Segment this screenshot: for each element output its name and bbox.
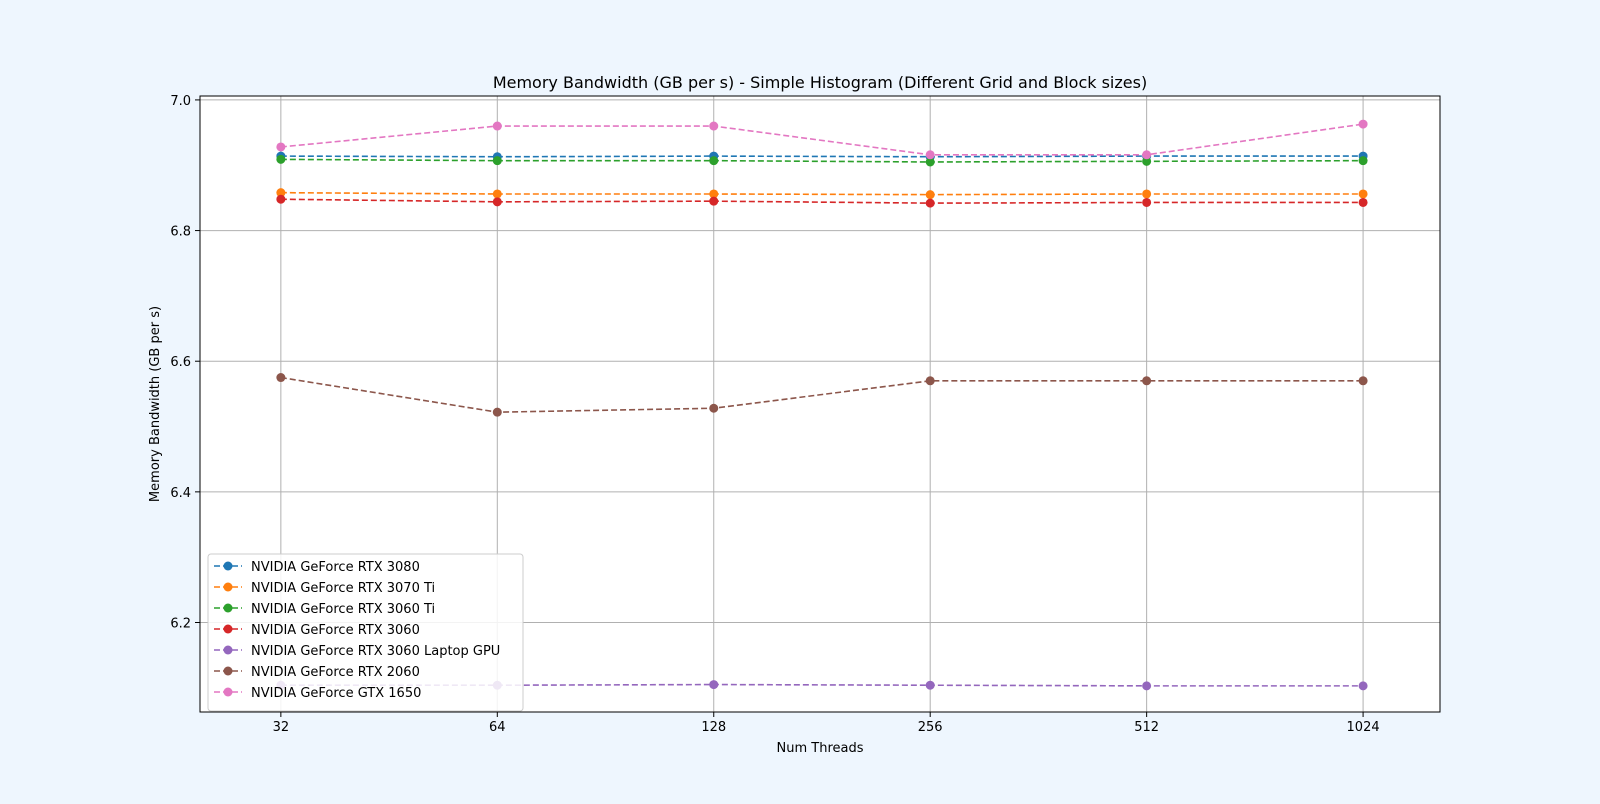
- legend-item: NVIDIA GeForce RTX 2060: [214, 665, 420, 680]
- y-tick-label: 6.4: [170, 486, 191, 501]
- series-line: [280, 123, 1364, 156]
- legend-label: NVIDIA GeForce RTX 3060: [251, 623, 420, 638]
- legend-item: NVIDIA GeForce RTX 3060 Ti: [214, 602, 435, 617]
- x-tick-label: 128: [701, 720, 726, 735]
- series-line: [280, 198, 1364, 204]
- legend-item: NVIDIA GeForce RTX 3060: [214, 623, 420, 638]
- legend-item: NVIDIA GeForce RTX 3080: [214, 560, 420, 575]
- data-point: [492, 407, 502, 417]
- data-point: [492, 121, 502, 131]
- data-point: [1358, 681, 1368, 691]
- legend-label: NVIDIA GeForce RTX 2060: [251, 665, 420, 680]
- legend-label: NVIDIA GeForce RTX 3060 Laptop GPU: [251, 644, 500, 659]
- legend-marker: [223, 687, 233, 697]
- data-point: [1358, 189, 1368, 199]
- tick-layer: 32 64 128 256 512 1024 6.2 6.4 6.6 6.8 7.0: [170, 94, 1379, 735]
- data-point: [925, 157, 935, 167]
- legend: NVIDIA GeForce RTX 3080 NVIDIA GeForce RT…: [207, 553, 524, 712]
- y-tick-label: 6.8: [170, 225, 191, 240]
- data-point: [709, 680, 719, 690]
- data-point: [1142, 197, 1152, 207]
- series-line: [280, 191, 1364, 196]
- data-point: [709, 403, 719, 413]
- data-point: [925, 376, 935, 386]
- data-point: [709, 121, 719, 131]
- x-axis-label: Num Threads: [777, 741, 864, 756]
- legend-marker: [223, 624, 233, 634]
- data-point: [276, 373, 286, 383]
- data-point: [925, 190, 935, 200]
- data-point: [276, 154, 286, 164]
- legend-marker: [223, 645, 233, 655]
- y-tick-label: 7.0: [170, 94, 191, 109]
- series-2: [276, 188, 1368, 200]
- legend-box: [207, 553, 524, 712]
- data-point: [276, 188, 286, 198]
- data-point: [1142, 156, 1152, 166]
- x-tick-label: 64: [489, 720, 506, 735]
- series-4: [276, 194, 1368, 208]
- legend-item: NVIDIA GeForce RTX 3060 Laptop GPU: [214, 644, 500, 659]
- series-line: [280, 155, 1364, 158]
- x-tick-label: 512: [1134, 720, 1159, 735]
- y-tick-label: 6.6: [170, 355, 191, 370]
- legend-marker: [223, 582, 233, 592]
- data-point: [1142, 681, 1152, 691]
- series-7: [276, 119, 1368, 160]
- data-point: [1142, 376, 1152, 386]
- data-point: [709, 196, 719, 206]
- x-tick-label: 256: [918, 720, 943, 735]
- series-3: [276, 154, 1368, 167]
- data-point: [1358, 119, 1368, 129]
- plot-frame: [199, 95, 1441, 713]
- data-point: [1142, 189, 1152, 199]
- x-tick-label: 1024: [1347, 720, 1380, 735]
- data-point: [925, 150, 935, 160]
- data-point: [492, 156, 502, 166]
- legend-marker: [223, 561, 233, 571]
- data-point: [925, 198, 935, 208]
- legend-marker: [223, 603, 233, 613]
- data-point: [1142, 150, 1152, 160]
- data-point: [276, 142, 286, 152]
- chart-title: Memory Bandwidth (GB per s) - Simple His…: [493, 73, 1147, 92]
- legend-marker: [223, 666, 233, 676]
- data-point: [492, 197, 502, 207]
- series-line: [280, 158, 1364, 163]
- data-point: [1358, 156, 1368, 166]
- legend-label: NVIDIA GeForce RTX 3070 Ti: [251, 581, 435, 596]
- legend-label: NVIDIA GeForce RTX 3060 Ti: [251, 602, 435, 617]
- data-point: [709, 156, 719, 166]
- data-point: [925, 680, 935, 690]
- series-6: [276, 373, 1368, 417]
- data-point: [1358, 376, 1368, 386]
- legend-label: NVIDIA GeForce RTX 3080: [251, 560, 420, 575]
- series-line: [280, 376, 1364, 413]
- x-tick-label: 32: [273, 720, 290, 735]
- y-tick-label: 6.2: [170, 617, 191, 632]
- data-point: [1358, 197, 1368, 207]
- data-point: [492, 189, 502, 199]
- data-point: [276, 194, 286, 204]
- data-point: [709, 189, 719, 199]
- y-axis-label: Memory Bandwidth (GB per s): [148, 306, 163, 502]
- legend-label: NVIDIA GeForce GTX 1650: [251, 686, 421, 701]
- legend-item: NVIDIA GeForce RTX 3070 Ti: [214, 581, 435, 596]
- legend-item: NVIDIA GeForce GTX 1650: [214, 686, 421, 701]
